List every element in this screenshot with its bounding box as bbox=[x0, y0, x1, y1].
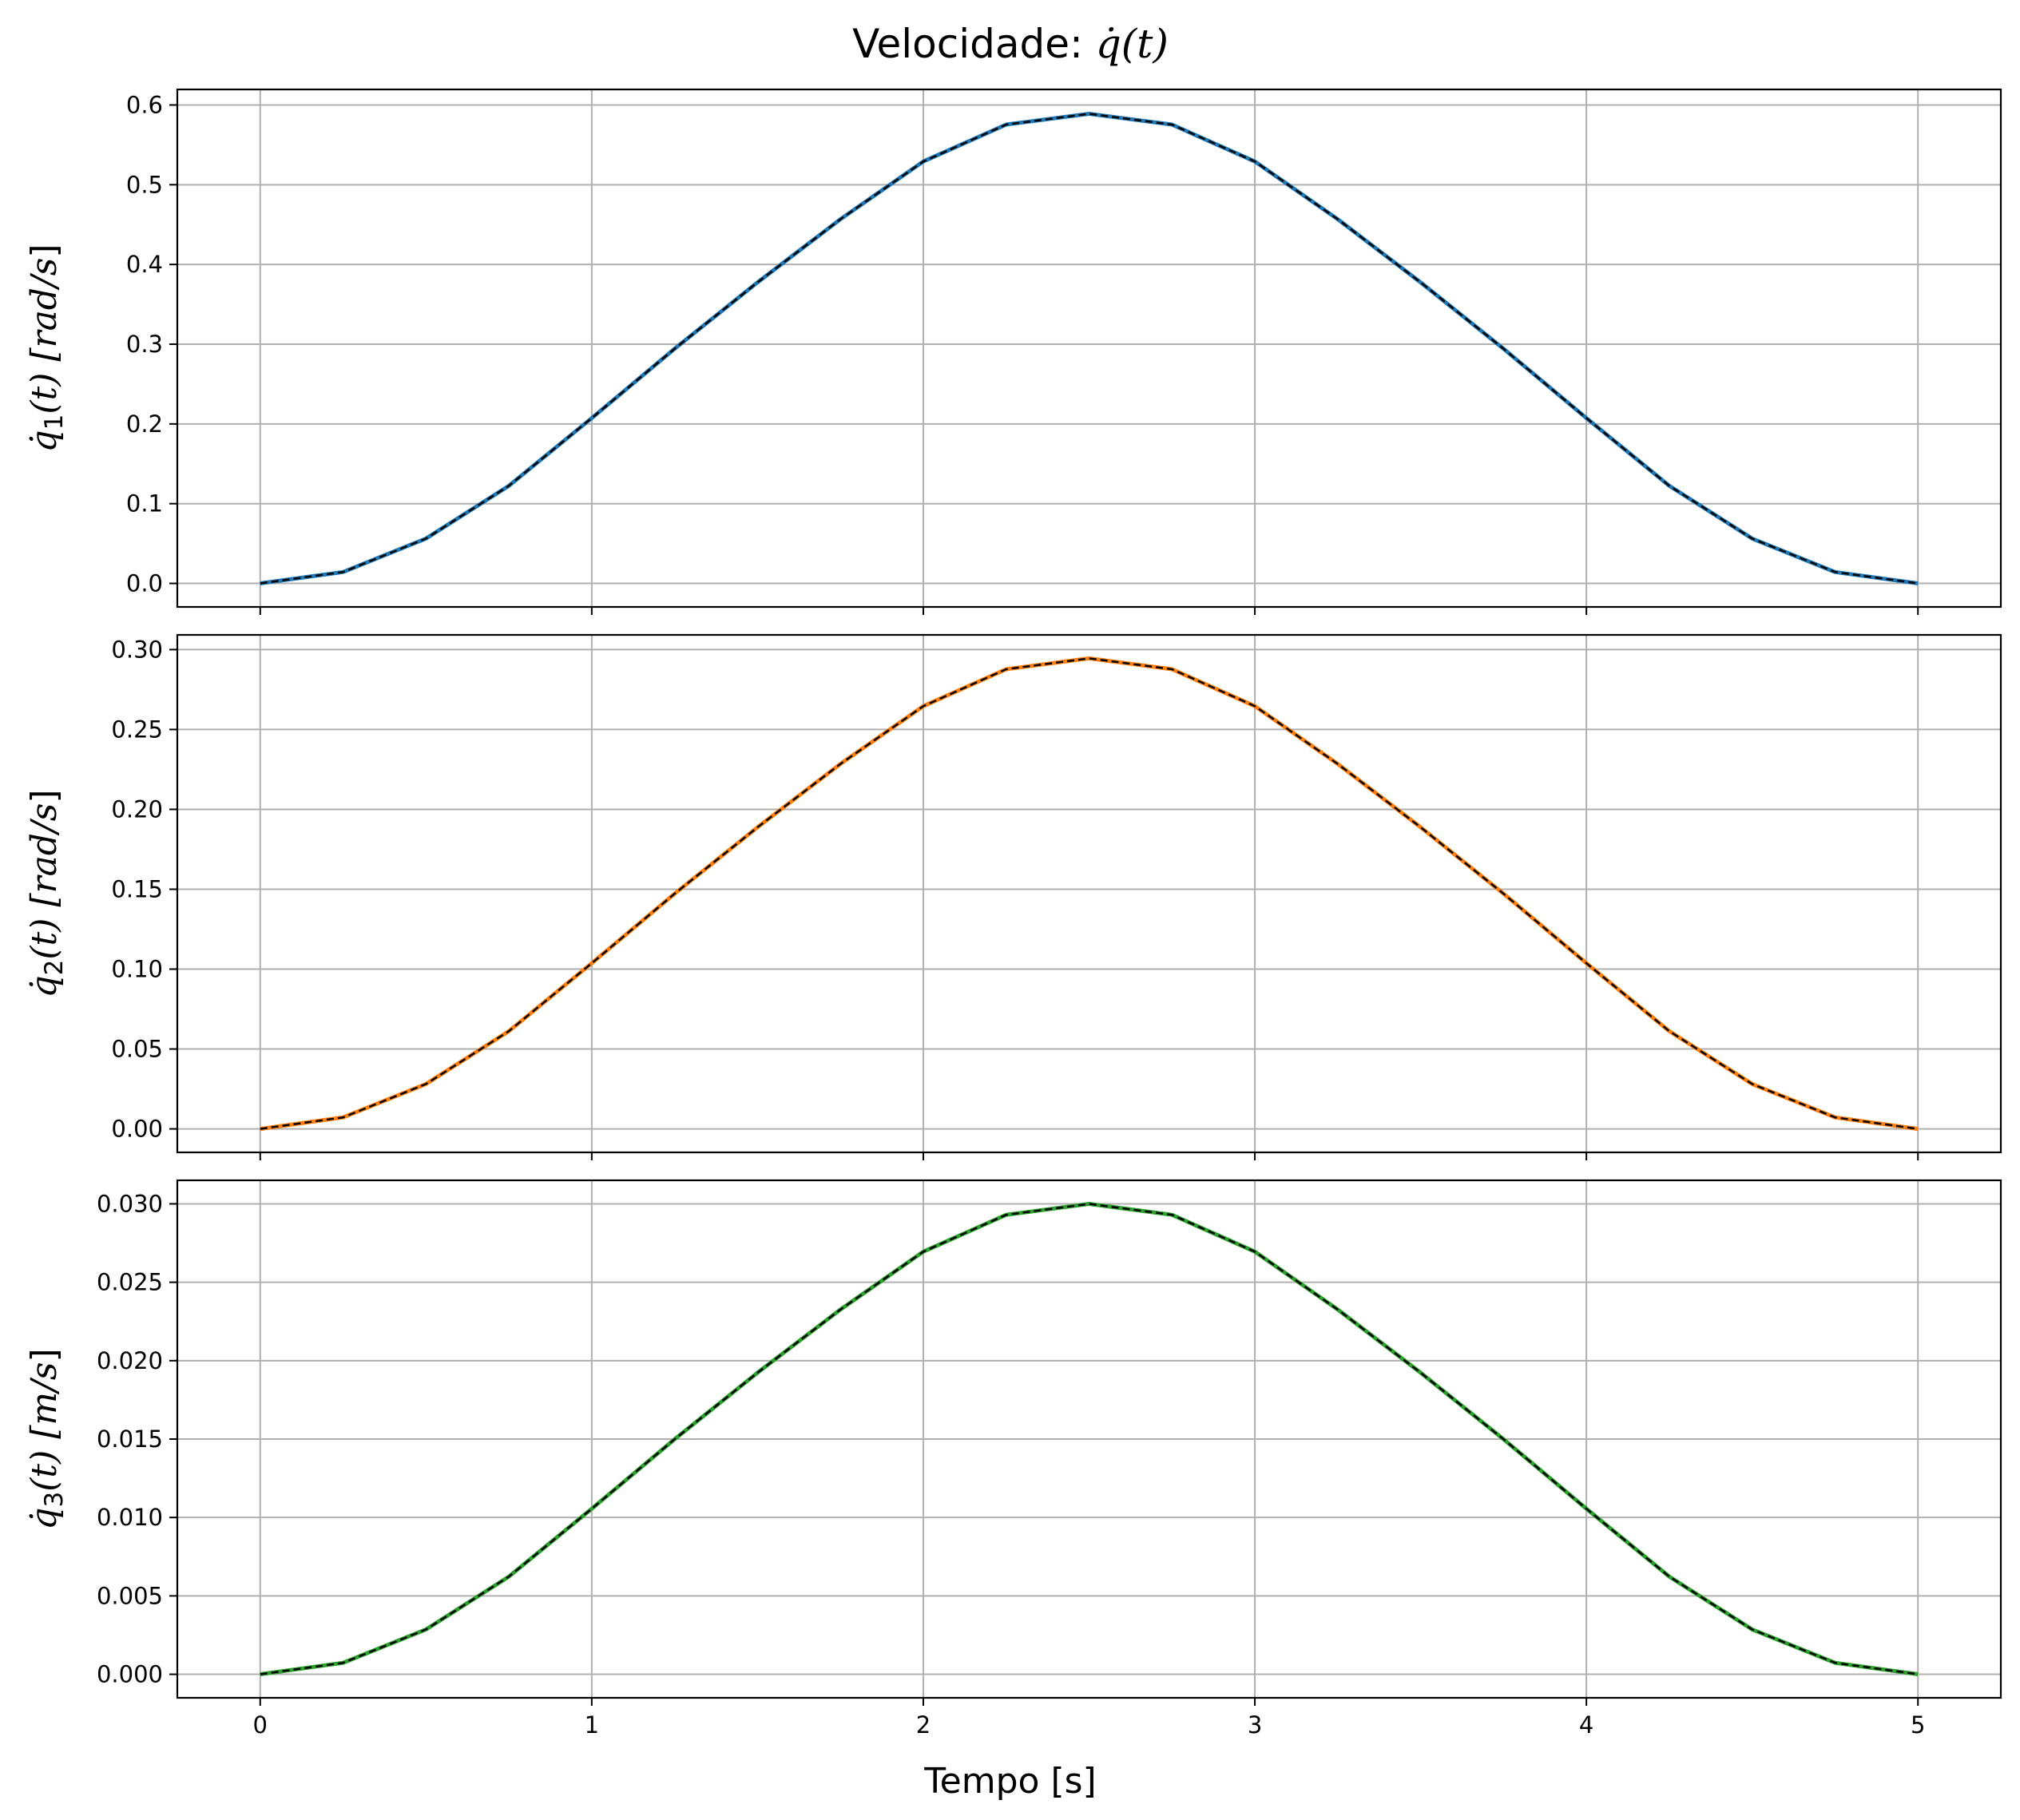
x-tick-label: 0 bbox=[253, 1711, 268, 1739]
y-axis-label: q̇3(t) [m/s] bbox=[24, 1348, 69, 1529]
y-tick-label: 0.4 bbox=[126, 251, 163, 278]
reference-line-dashed-q1 bbox=[260, 113, 1919, 585]
axes-frame bbox=[176, 633, 2002, 1154]
subplot-1: 0.0 0.1 0.2 0.3 0.4 0.5 0.6 q̇1(t) [rad/s] bbox=[24, 88, 2002, 615]
subplot-2: 0.00 0.05 0.10 0.15 0.20 0.25 0.30 q̇2(t) [rad/… bbox=[24, 633, 2002, 1160]
reference-line-dashed-q2 bbox=[260, 657, 1919, 1130]
y-tick-label: 0.25 bbox=[111, 716, 163, 743]
y-tick-label: 0.030 bbox=[97, 1190, 163, 1217]
figure-title: Velocidade: q̇(t) bbox=[852, 21, 1169, 67]
y-tick-label: 0.6 bbox=[126, 91, 163, 118]
y-tick-label: 0.010 bbox=[97, 1504, 163, 1531]
y-axis-label: q̇2(t) [rad/s] bbox=[24, 789, 69, 997]
y-tick-label: 0.5 bbox=[126, 171, 163, 198]
y-tick-label: 0.1 bbox=[126, 490, 163, 517]
y-tick-label: 0.025 bbox=[97, 1269, 163, 1296]
y-tick-label: 0.20 bbox=[111, 795, 163, 823]
y-tick-label: 0.30 bbox=[111, 636, 163, 663]
y-tick-label: 0.05 bbox=[111, 1036, 163, 1063]
x-tick-label: 3 bbox=[1248, 1711, 1262, 1739]
y-tick-label: 0.3 bbox=[126, 331, 163, 358]
y-tick-label: 0.00 bbox=[111, 1116, 163, 1143]
x-axis-label: Tempo [s] bbox=[923, 1761, 1096, 1802]
y-tick-label: 0.020 bbox=[97, 1347, 163, 1374]
y-tick-label: 0.005 bbox=[97, 1582, 163, 1609]
axes-frame bbox=[176, 88, 2002, 609]
y-tick-label: 0.015 bbox=[97, 1425, 163, 1453]
x-tick-label: 4 bbox=[1579, 1711, 1593, 1739]
x-tick-label: 1 bbox=[585, 1711, 599, 1739]
y-tick-label: 0.2 bbox=[126, 410, 163, 438]
subplot-3: 0.000 0.005 0.010 0.015 0.020 0.025 0.030 0 1 2 3 4… bbox=[24, 1179, 2002, 1739]
y-tick-label: 0.10 bbox=[111, 956, 163, 983]
x-tick-label: 2 bbox=[916, 1711, 931, 1739]
y-tick-label: 0.0 bbox=[126, 570, 163, 597]
y-axis-label: q̇1(t) [rad/s] bbox=[24, 244, 69, 452]
x-tick-label: 5 bbox=[1911, 1711, 1925, 1739]
reference-line-dashed-q3 bbox=[260, 1203, 1919, 1675]
subplots: 0.00.10.20.30.40.50.6q̇1(t) [rad/s]0.000… bbox=[24, 88, 2002, 1739]
y-tick-label: 0.000 bbox=[97, 1661, 163, 1688]
y-tick-label: 0.15 bbox=[111, 875, 163, 902]
